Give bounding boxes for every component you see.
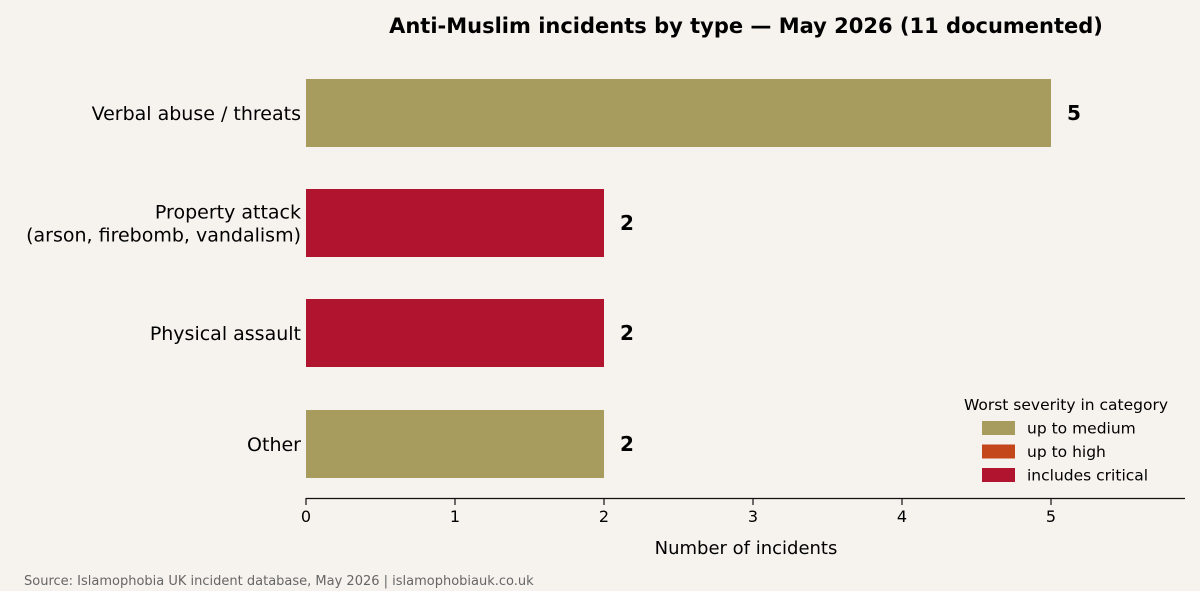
source-note: Source: Islamophobia UK incident databas… — [24, 574, 534, 589]
legend-swatch-high — [982, 444, 1015, 459]
legend-swatch-medium — [982, 421, 1015, 435]
x-axis-title: Number of incidents — [655, 538, 838, 559]
value-labels: 5 2 2 2 — [620, 101, 1081, 456]
category-label-1-0: Property attack — [155, 202, 301, 224]
legend-title: Worst severity in category — [964, 396, 1168, 414]
bars-group — [306, 79, 1051, 478]
x-tick-label-5: 5 — [1046, 507, 1056, 526]
category-label-3-0: Other — [247, 434, 301, 456]
x-tick-label-4: 4 — [897, 507, 907, 526]
value-label-0: 5 — [1067, 101, 1081, 125]
x-tick-label-0: 0 — [301, 507, 311, 526]
x-tick-label-1: 1 — [450, 507, 460, 526]
bar-2 — [306, 299, 604, 367]
category-label-1-1: (arson, firebomb, vandalism) — [26, 225, 301, 247]
value-label-2: 2 — [620, 321, 634, 345]
x-tick-label-3: 3 — [748, 507, 758, 526]
bar-1 — [306, 189, 604, 257]
legend: Worst severity in category up to medium u… — [964, 396, 1168, 485]
category-label-2-0: Physical assault — [150, 323, 301, 345]
category-labels: Verbal abuse / threats Property attack(ar… — [26, 103, 301, 456]
x-tick-label-2: 2 — [599, 507, 609, 526]
legend-label-high: up to high — [1027, 443, 1106, 461]
bar-0 — [306, 79, 1051, 147]
legend-label-critical: includes critical — [1027, 467, 1148, 485]
bar-3 — [306, 410, 604, 478]
category-label-0-0: Verbal abuse / threats — [92, 103, 301, 125]
x-axis: 0 1 2 3 4 5 — [301, 497, 1185, 526]
chart-title: Anti-Muslim incidents by type — May 2026… — [389, 14, 1103, 38]
value-label-3: 2 — [620, 432, 634, 456]
legend-swatch-critical — [982, 468, 1015, 482]
value-label-1: 2 — [620, 211, 634, 235]
legend-label-medium: up to medium — [1027, 420, 1136, 438]
